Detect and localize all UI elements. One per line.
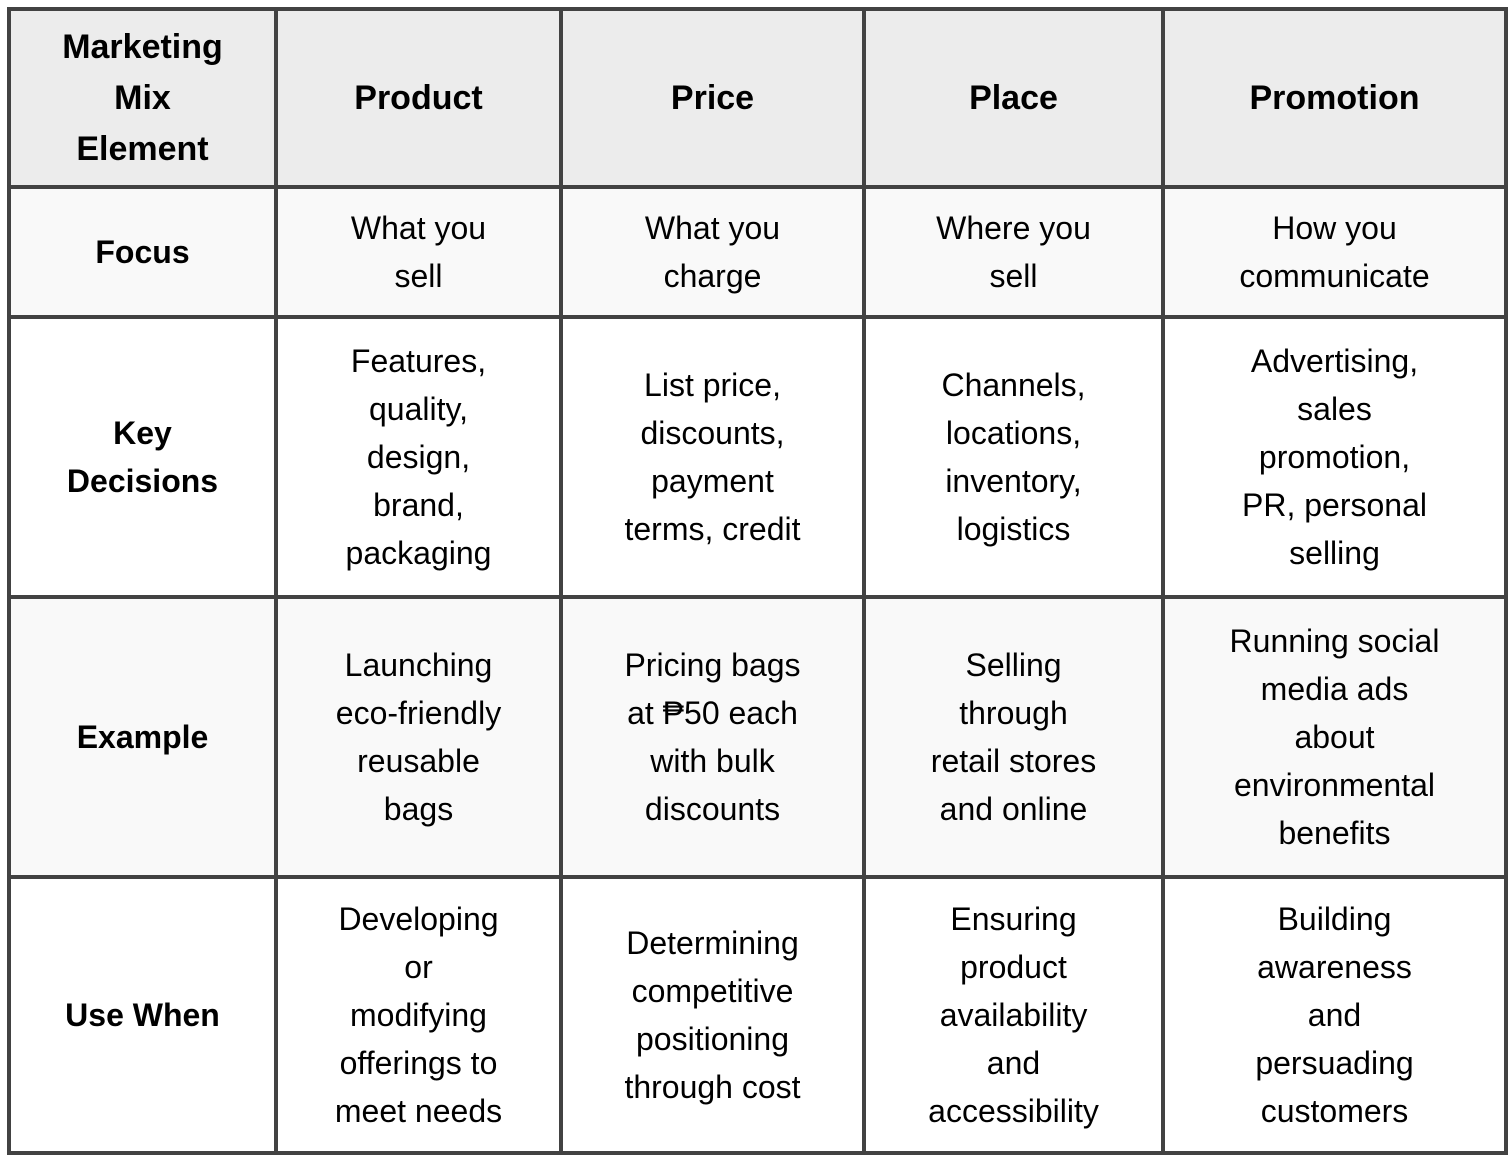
cell-example-product: Launching eco-friendly reusable bags [274,595,563,879]
row-key-decisions: Key Decisions Features, quality, design,… [7,315,1508,599]
header-corner-marketing-mix-element: Marketing Mix Element [7,7,278,189]
header-promotion: Promotion [1161,7,1508,189]
row-use-when: Use When Developing or modifying offerin… [7,875,1508,1155]
row-label-example: Example [7,595,278,879]
cell-example-place: Selling through retail stores and online [862,595,1165,879]
cell-key-decisions-place: Channels, locations, inventory, logistic… [862,315,1165,599]
row-label-key-decisions: Key Decisions [7,315,278,599]
row-label-focus: Focus [7,185,278,319]
cell-focus-product: What you sell [274,185,563,319]
header-row: Marketing Mix Element Product Price Plac… [7,7,1508,189]
row-label-use-when: Use When [7,875,278,1155]
cell-example-price: Pricing bags at ₱50 each with bulk disco… [559,595,866,879]
row-example: Example Launching eco-friendly reusable … [7,595,1508,879]
cell-focus-place: Where you sell [862,185,1165,319]
cell-use-when-price: Determining competitive positioning thro… [559,875,866,1155]
cell-example-promotion: Running social media ads about environme… [1161,595,1508,879]
header-place: Place [862,7,1165,189]
cell-key-decisions-price: List price, discounts, payment terms, cr… [559,315,866,599]
cell-key-decisions-promotion: Advertising, sales promotion, PR, person… [1161,315,1508,599]
marketing-mix-table: Marketing Mix Element Product Price Plac… [7,7,1508,1155]
cell-focus-price: What you charge [559,185,866,319]
header-product: Product [274,7,563,189]
cell-use-when-place: Ensuring product availability and access… [862,875,1165,1155]
cell-focus-promotion: How you communicate [1161,185,1508,319]
header-price: Price [559,7,866,189]
cell-use-when-product: Developing or modifying offerings to mee… [274,875,563,1155]
cell-use-when-promotion: Building awareness and persuading custom… [1161,875,1508,1155]
cell-key-decisions-product: Features, quality, design, brand, packag… [274,315,563,599]
row-focus: Focus What you sell What you charge Wher… [7,185,1508,319]
